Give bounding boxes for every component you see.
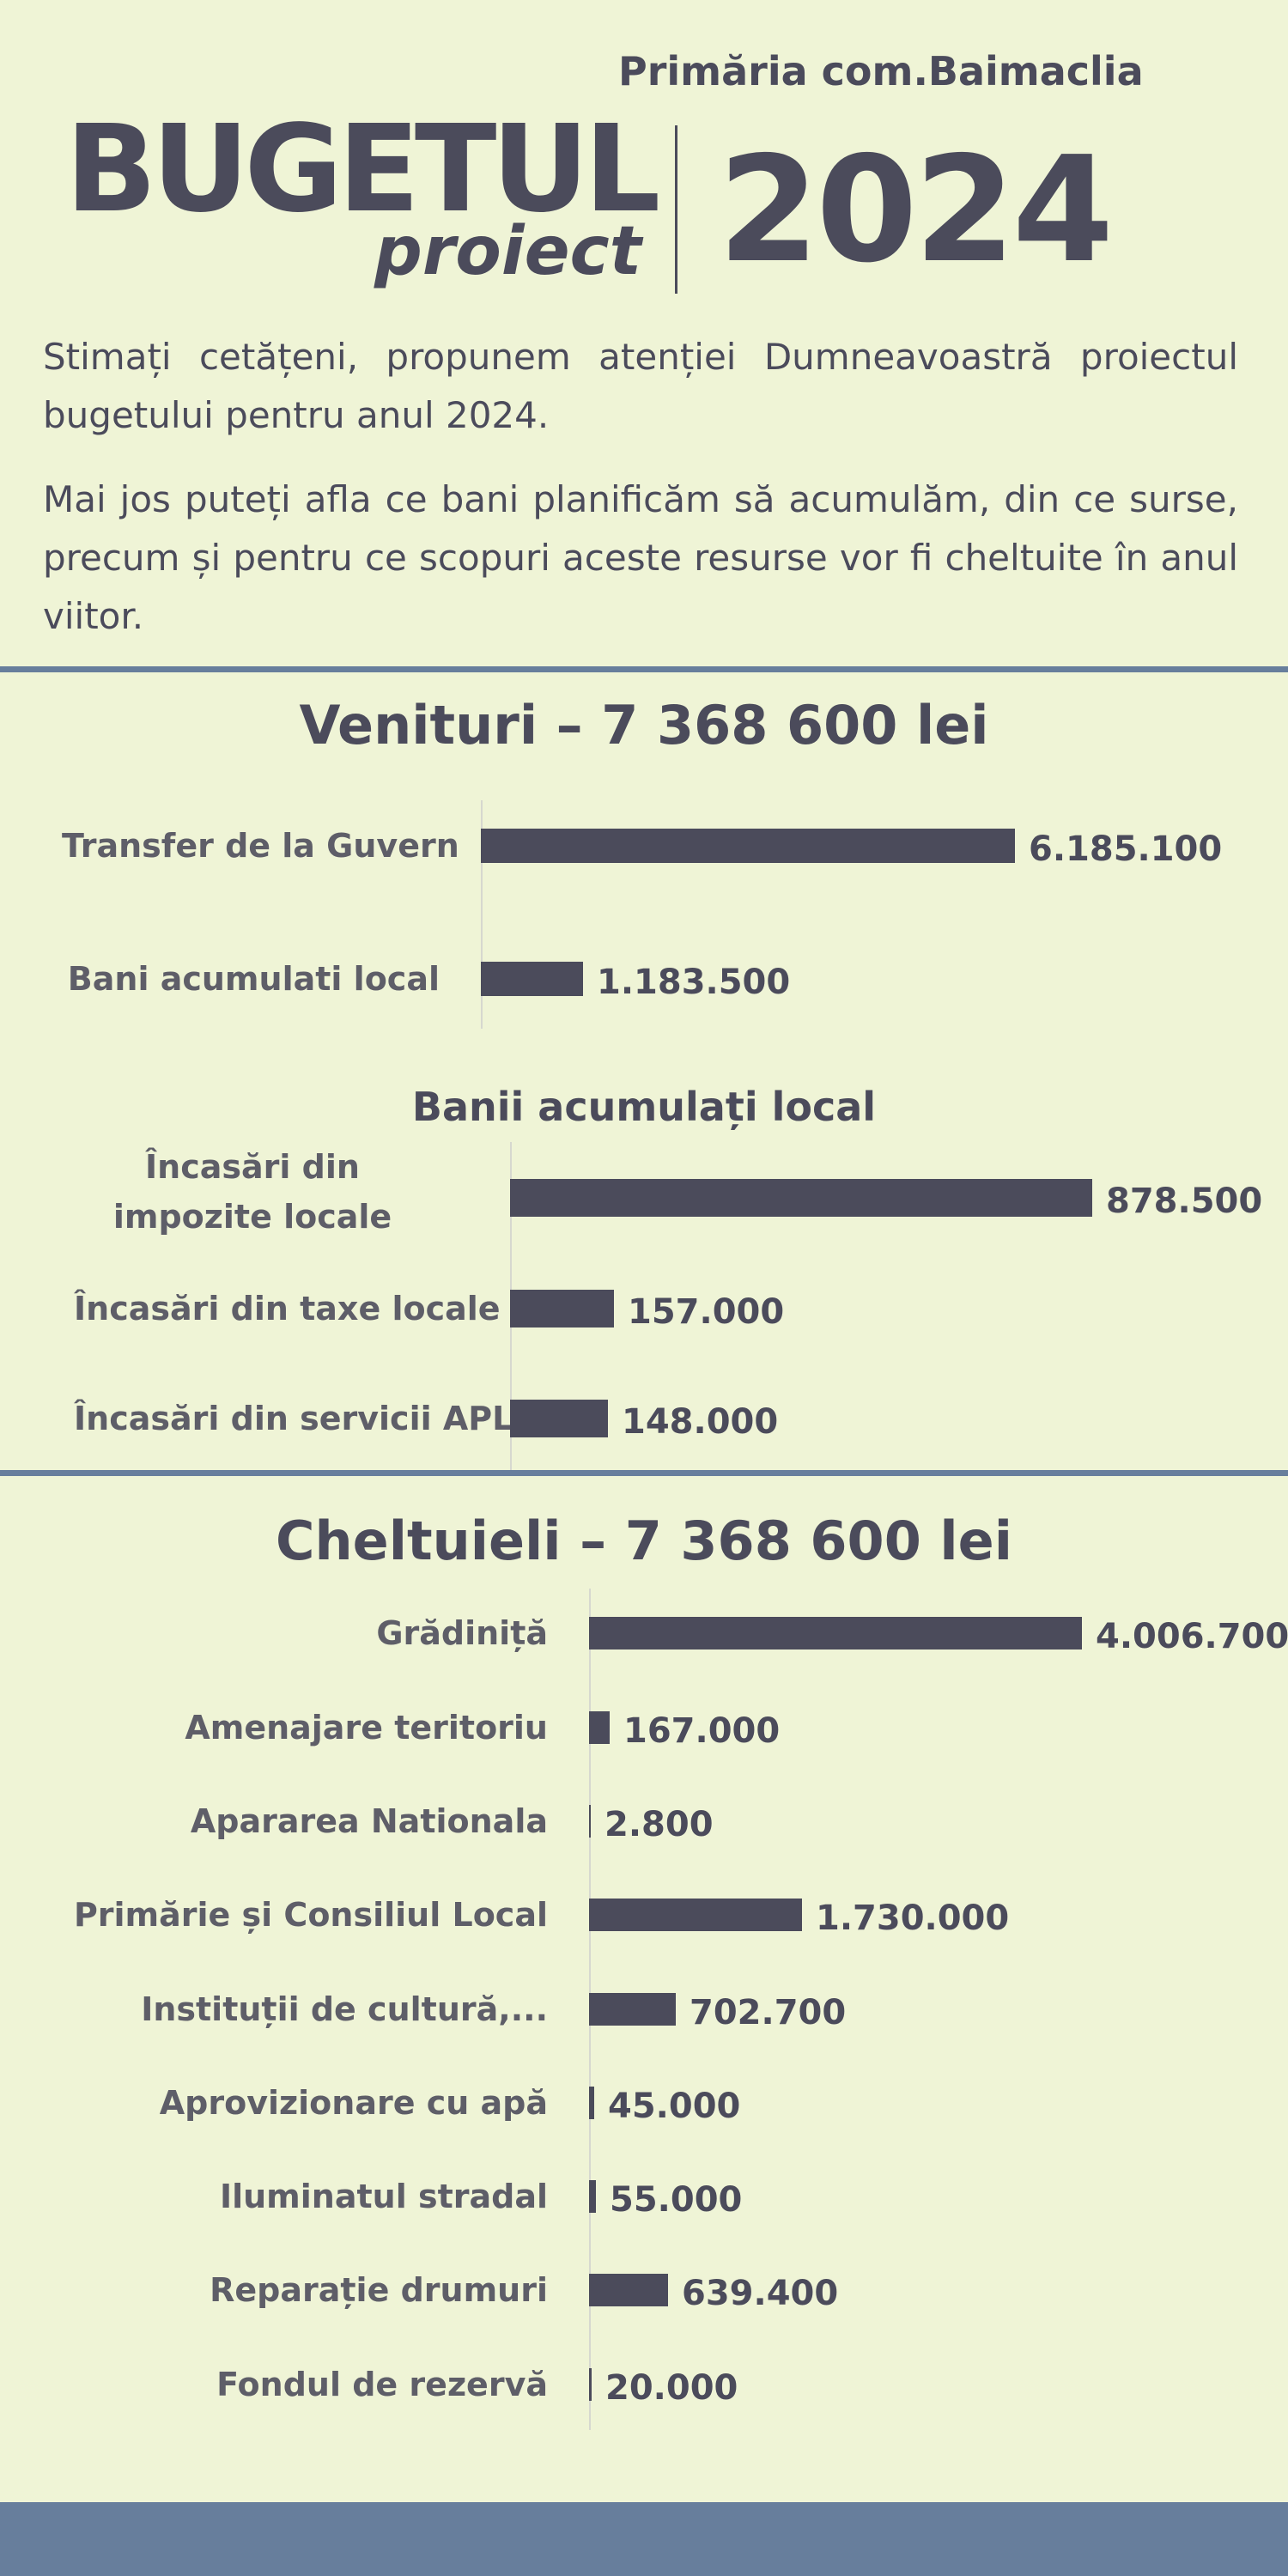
category-label: Grădiniță xyxy=(376,1614,548,1652)
page-title: BUGETUL xyxy=(65,100,660,240)
value-label: 6.185.100 xyxy=(1029,829,1223,869)
page-subtitle: proiect xyxy=(374,213,642,290)
category-label: Încasări din taxe locale xyxy=(74,1290,501,1327)
value-label: 878.500 xyxy=(1106,1182,1263,1221)
bar xyxy=(589,1993,676,2026)
value-label: 148.000 xyxy=(622,1402,779,1442)
category-label: Bani acumulati local xyxy=(67,960,440,998)
bar xyxy=(589,1617,1082,1649)
category-label: Fondul de rezervă xyxy=(216,2366,548,2403)
bar xyxy=(589,1899,802,1931)
bar xyxy=(589,2180,596,2213)
value-label: 1.730.000 xyxy=(816,1899,1010,1938)
value-label: 167.000 xyxy=(623,1711,781,1751)
category-label: Apararea Nationala xyxy=(190,1802,548,1840)
value-label: 639.400 xyxy=(682,2274,839,2313)
category-label: Aprovizionare cu apă xyxy=(159,2084,548,2122)
category-label: Amenajare teritoriu xyxy=(185,1709,548,1747)
budget-year: 2024 xyxy=(718,125,1114,295)
footer-band xyxy=(0,2502,1288,2576)
section-divider-revenue xyxy=(0,666,1288,672)
category-label: Iluminatul stradal xyxy=(219,2178,548,2215)
category-label: Încasări din servicii APL xyxy=(74,1400,513,1437)
bar xyxy=(589,2087,594,2119)
value-label: 55.000 xyxy=(610,2180,743,2220)
chart-axis xyxy=(481,800,483,1029)
municipality-name: Primăria com.Baimaclia xyxy=(618,48,1144,94)
value-label: 20.000 xyxy=(605,2368,738,2408)
value-label: 157.000 xyxy=(628,1292,785,1332)
value-label: 2.800 xyxy=(605,1805,714,1844)
bar xyxy=(481,962,583,996)
value-label: 4.006.700 xyxy=(1096,1617,1288,1656)
bar xyxy=(510,1400,608,1437)
value-label: 45.000 xyxy=(608,2087,741,2126)
revenue-chart-title: Venituri – 7 368 600 lei xyxy=(299,694,989,756)
title-divider xyxy=(675,125,677,294)
intro-paragraph-2: Mai jos puteți afla ce bani planificăm s… xyxy=(43,478,1238,637)
bar xyxy=(589,1711,610,1744)
value-label: 1.183.500 xyxy=(597,963,791,1002)
bar xyxy=(589,2274,668,2306)
bar xyxy=(589,2368,592,2401)
bar xyxy=(589,1805,591,1838)
expenses-chart-title: Cheltuieli – 7 368 600 lei xyxy=(276,1510,1012,1572)
value-label: 702.700 xyxy=(690,1993,847,2032)
intro-paragraph-1: Stimați cetățeni, propunem atenției Dumn… xyxy=(43,336,1238,436)
category-label: Instituții de cultură,... xyxy=(141,1990,548,2028)
local-revenue-chart-title: Banii acumulați local xyxy=(411,1084,877,1130)
section-divider-expenses xyxy=(0,1470,1288,1476)
bar xyxy=(481,829,1015,863)
category-label: Încasări din impozite locale xyxy=(112,1148,392,1236)
bar xyxy=(510,1290,614,1327)
category-label: Primărie și Consiliul Local xyxy=(73,1896,548,1934)
bar xyxy=(510,1179,1092,1217)
category-label: Reparație drumuri xyxy=(210,2271,548,2309)
category-label: Transfer de la Guvern xyxy=(62,827,459,865)
